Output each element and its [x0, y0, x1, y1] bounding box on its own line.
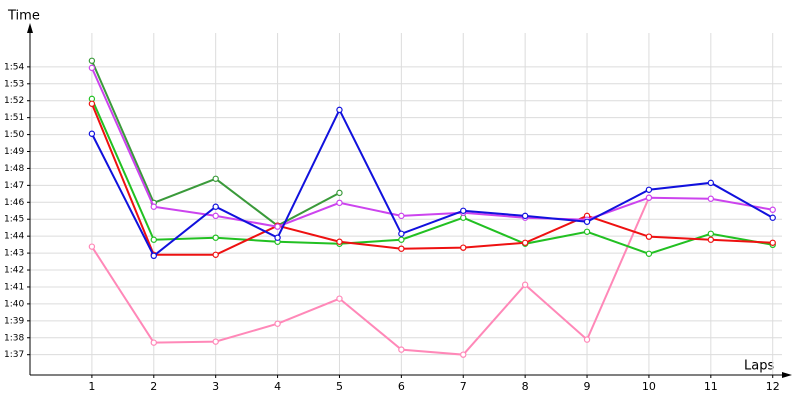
data-point	[212, 212, 219, 220]
series-line	[91, 197, 650, 356]
data-point	[645, 194, 653, 201]
series-line	[90, 98, 773, 255]
data-point	[150, 203, 157, 210]
data-point	[398, 230, 405, 237]
data-point	[212, 234, 219, 241]
data-point	[583, 336, 591, 343]
y-tick-label: 1:51	[4, 113, 24, 123]
data-point	[707, 236, 715, 243]
data-point	[645, 250, 653, 257]
y-tick-label: 1:48	[4, 164, 24, 174]
data-point	[88, 57, 96, 64]
x-tick-label: 10	[642, 380, 656, 393]
x-tick-label: 8	[522, 380, 529, 393]
y-tick-label: 1:41	[4, 282, 24, 292]
y-tick-label: 1:54	[4, 62, 24, 72]
x-tick-label: 1	[88, 380, 95, 393]
data-point	[583, 228, 591, 235]
x-tick-label: 3	[212, 380, 219, 393]
data-point	[398, 245, 405, 252]
data-point	[88, 243, 96, 250]
y-tick-label: 1:40	[4, 299, 24, 309]
data-point	[645, 233, 653, 240]
y-tick-label: 1:38	[4, 333, 24, 343]
y-tick-label: 1:49	[4, 147, 24, 157]
data-point	[336, 106, 343, 114]
data-point	[274, 320, 281, 327]
y-tick-label: 1:52	[4, 96, 24, 106]
data-point	[88, 64, 96, 72]
data-point	[212, 175, 219, 182]
y-tick-label: 1:43	[4, 249, 24, 259]
y-tick-label: 1:44	[4, 232, 24, 242]
x-tick-label: 9	[584, 380, 591, 393]
x-axis-label: Laps	[744, 359, 774, 374]
y-tick-label: 1:39	[4, 316, 24, 326]
data-point	[212, 203, 219, 210]
y-tick-label: 1:50	[4, 130, 24, 140]
y-tick-label: 1:46	[4, 198, 24, 208]
data-point	[398, 212, 405, 220]
series-line	[91, 107, 774, 258]
data-point	[769, 239, 776, 246]
x-axis-arrow	[782, 372, 792, 378]
y-axis-arrow	[27, 23, 33, 33]
data-point	[336, 295, 343, 302]
y-tick-label: 1:47	[4, 181, 24, 191]
data-point	[88, 130, 96, 137]
data-point	[274, 223, 281, 230]
data-point	[88, 100, 96, 107]
y-tick-label: 1:45	[4, 215, 24, 225]
data-point	[460, 244, 467, 251]
data-point	[212, 251, 219, 258]
x-tick-label: 7	[460, 380, 467, 393]
data-point	[460, 207, 467, 214]
data-point	[521, 239, 529, 246]
data-point	[769, 206, 776, 213]
x-tick-label: 6	[398, 380, 405, 393]
data-point	[521, 281, 529, 288]
data-point	[769, 214, 776, 221]
data-point	[150, 236, 157, 243]
data-point	[274, 234, 281, 241]
x-tick-label: 2	[150, 380, 157, 393]
data-point	[521, 212, 529, 220]
data-point	[150, 339, 157, 346]
y-axis-label: Time	[7, 9, 40, 24]
x-tick-label: 11	[704, 380, 718, 393]
data-point	[150, 252, 157, 260]
data-point	[336, 238, 343, 245]
y-tick-label: 1:42	[4, 266, 24, 276]
x-tick-label: 5	[336, 380, 343, 393]
series-line	[90, 67, 773, 228]
data-point	[336, 199, 343, 207]
data-point	[707, 230, 715, 237]
data-point	[398, 236, 405, 243]
data-point	[707, 179, 715, 187]
series-line	[90, 103, 773, 256]
data-point	[398, 346, 405, 353]
x-tick-label: 4	[274, 380, 281, 393]
y-tick-label: 1:37	[4, 350, 24, 360]
data-point	[336, 189, 343, 197]
data-point	[645, 186, 653, 193]
data-point	[583, 218, 591, 225]
x-tick-label: 12	[766, 380, 780, 393]
y-tick-label: 1:53	[4, 79, 24, 89]
data-point	[460, 351, 467, 358]
data-point	[707, 195, 715, 202]
data-point	[212, 338, 219, 345]
